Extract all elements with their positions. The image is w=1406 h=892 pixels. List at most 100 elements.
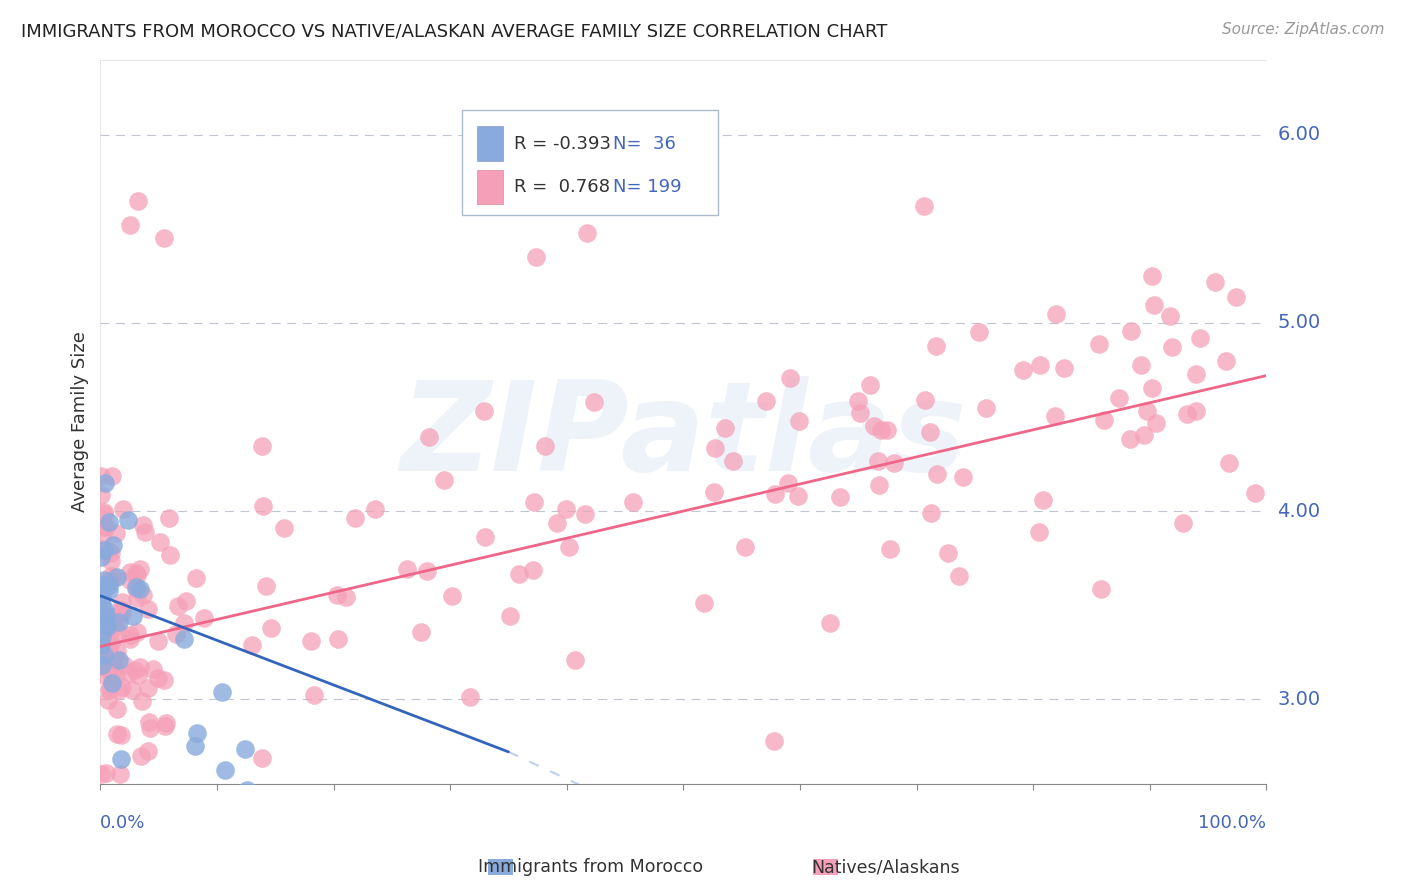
Point <box>1225 290 1247 304</box>
Point <box>97 682 120 697</box>
Point <box>108 609 131 624</box>
Point <box>118 666 141 681</box>
Point <box>1144 417 1167 431</box>
Point <box>122 609 145 624</box>
Point <box>862 419 884 434</box>
Point <box>101 676 124 690</box>
Point <box>326 632 349 646</box>
Point <box>155 715 177 730</box>
Point <box>93 648 115 662</box>
Point <box>1043 409 1066 424</box>
Point <box>142 662 165 676</box>
Point <box>1244 485 1267 500</box>
Point <box>93 505 115 519</box>
Point <box>110 767 132 781</box>
Point <box>534 439 557 453</box>
Point <box>127 568 149 582</box>
Point <box>693 596 716 610</box>
Point <box>91 528 114 542</box>
Point <box>1175 407 1198 421</box>
Text: Source: ZipAtlas.com: Source: ZipAtlas.com <box>1222 22 1385 37</box>
Point <box>335 590 357 604</box>
Point <box>129 582 152 596</box>
Point <box>546 516 568 530</box>
Point <box>93 648 115 662</box>
Point <box>173 632 195 647</box>
Point <box>128 659 150 673</box>
Point <box>186 726 208 740</box>
Point <box>879 541 901 556</box>
Point <box>111 680 134 694</box>
Point <box>1130 358 1153 372</box>
Point <box>1142 380 1164 394</box>
Point <box>1133 428 1156 442</box>
Point <box>918 425 941 440</box>
Text: 100.0%: 100.0% <box>1198 814 1267 832</box>
Point <box>96 520 118 534</box>
Point <box>914 392 936 407</box>
Point <box>1028 525 1050 540</box>
Point <box>364 502 387 516</box>
Point <box>118 565 141 579</box>
Point <box>967 325 990 339</box>
Text: 0.0%: 0.0% <box>100 814 146 832</box>
Point <box>868 454 890 468</box>
Point <box>574 507 596 521</box>
Point <box>108 625 131 640</box>
Point <box>583 395 606 409</box>
Point <box>93 668 115 682</box>
Text: N=  36: N= 36 <box>613 135 676 153</box>
Text: 3.00: 3.00 <box>1278 690 1320 708</box>
Point <box>138 681 160 695</box>
Point <box>155 719 177 733</box>
Point <box>94 617 117 632</box>
Point <box>138 715 160 730</box>
Point <box>522 564 544 578</box>
Point <box>508 566 530 581</box>
Point <box>1108 391 1130 405</box>
Point <box>96 620 118 634</box>
Point <box>103 622 125 636</box>
Point <box>127 668 149 682</box>
Bar <box>813 859 838 875</box>
Point <box>415 565 437 579</box>
Point <box>90 468 112 483</box>
Point <box>166 599 188 613</box>
Point <box>557 540 579 554</box>
Point <box>1204 275 1226 289</box>
Point <box>125 625 148 640</box>
Text: Immigrants from Morocco: Immigrants from Morocco <box>478 858 703 876</box>
Point <box>920 506 942 520</box>
Point <box>91 520 114 534</box>
Point <box>1119 325 1142 339</box>
Point <box>252 499 274 513</box>
Point <box>149 535 172 549</box>
Point <box>820 615 842 630</box>
Text: R =  0.768: R = 0.768 <box>515 178 610 196</box>
Point <box>1143 297 1166 311</box>
FancyBboxPatch shape <box>477 127 502 161</box>
Point <box>576 226 599 240</box>
Point <box>260 622 283 636</box>
Point <box>136 601 159 615</box>
Text: IMMIGRANTS FROM MOROCCO VS NATIVE/ALASKAN AVERAGE FAMILY SIZE CORRELATION CHART: IMMIGRANTS FROM MOROCCO VS NATIVE/ALASKA… <box>21 22 887 40</box>
Point <box>868 478 890 492</box>
Point <box>120 632 142 646</box>
Point <box>1185 404 1208 418</box>
Point <box>240 639 263 653</box>
Point <box>1136 404 1159 418</box>
Point <box>250 751 273 765</box>
Point <box>100 554 122 568</box>
Point <box>883 456 905 470</box>
Point <box>132 588 155 602</box>
Point <box>936 546 959 560</box>
Point <box>146 671 169 685</box>
Point <box>1011 363 1033 377</box>
Point <box>90 549 112 564</box>
Point <box>859 378 882 392</box>
Point <box>127 591 149 606</box>
Point <box>110 752 132 766</box>
Point <box>118 627 141 641</box>
Point <box>93 475 115 490</box>
Point <box>765 486 787 500</box>
